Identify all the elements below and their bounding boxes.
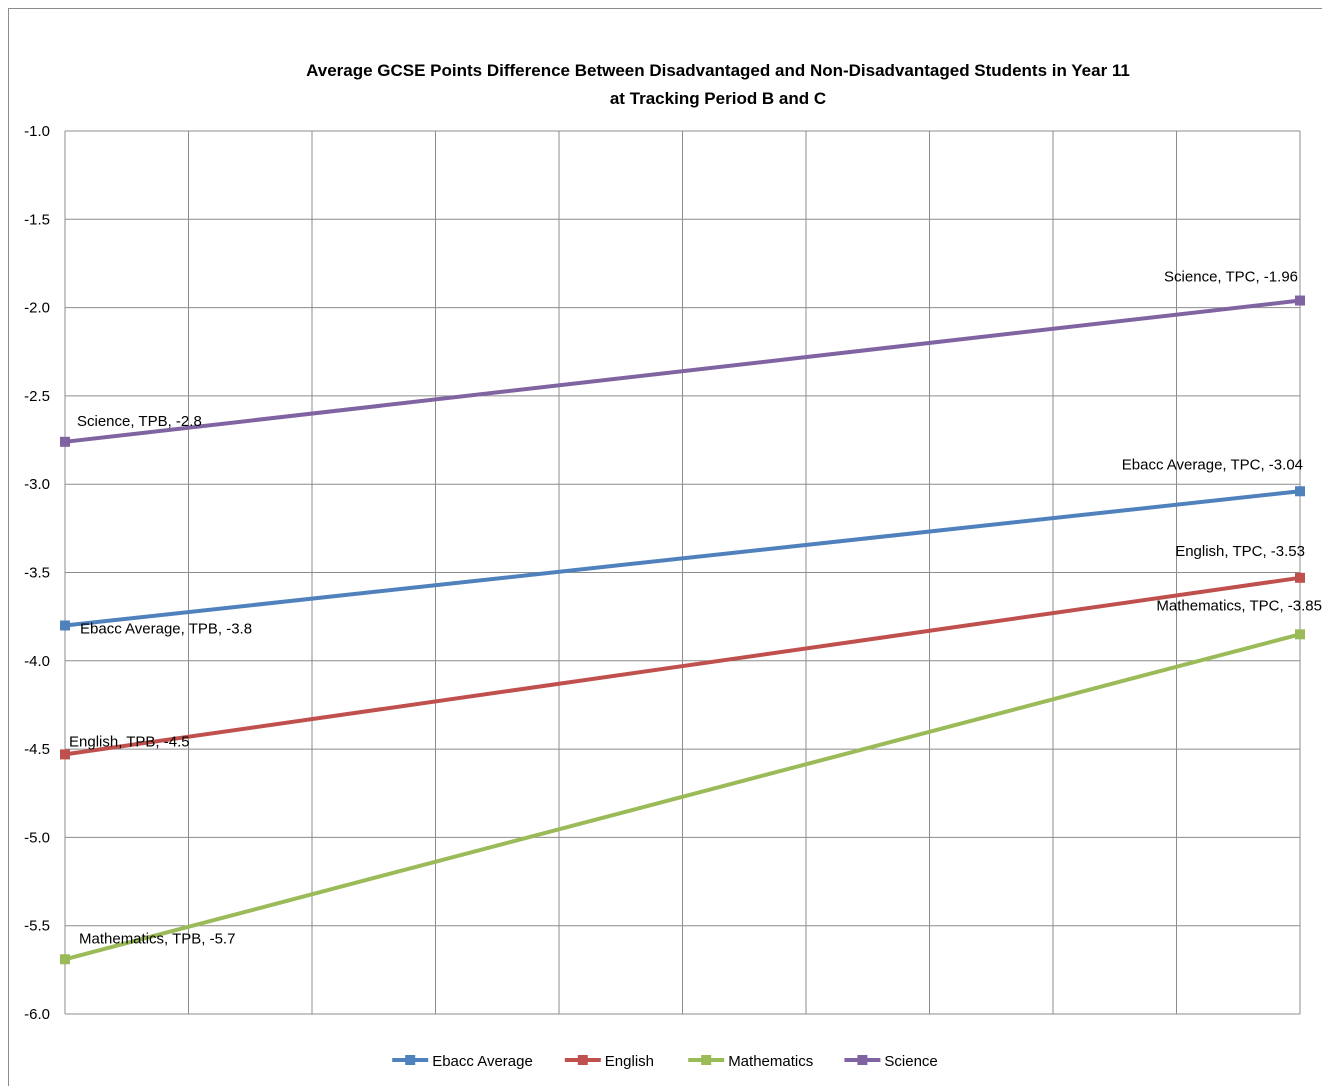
- data-label: Science, TPC, -1.96: [1164, 269, 1298, 286]
- legend-entry: English: [605, 1053, 654, 1070]
- data-label: Science, TPB, -2.8: [77, 413, 202, 430]
- y-tick-label: -6.0: [24, 1006, 50, 1023]
- y-tick-label: -5.5: [24, 918, 50, 935]
- data-label: English, TPC, -3.53: [1175, 543, 1305, 560]
- y-tick-label: -2.5: [24, 388, 50, 405]
- gridlines: [65, 131, 1300, 1014]
- legend-swatch-marker: [578, 1055, 588, 1065]
- legend-swatch-marker: [701, 1055, 711, 1065]
- legend-swatch-marker: [405, 1055, 415, 1065]
- data-label: Mathematics, TPB, -5.7: [79, 930, 235, 947]
- legend: Ebacc Average English Mathematics Science: [392, 1053, 938, 1070]
- data-point: [1295, 486, 1305, 496]
- data-point: [60, 620, 70, 630]
- chart-title: Average GCSE Points Difference Between D…: [306, 61, 1130, 108]
- data-point: [1295, 573, 1305, 583]
- legend-entry: Ebacc Average: [432, 1053, 533, 1070]
- legend-entry: Science: [884, 1053, 937, 1070]
- legend-entry: Mathematics: [728, 1053, 813, 1070]
- y-tick-label: -1.5: [24, 211, 50, 228]
- data-label: Ebacc Average, TPC, -3.04: [1122, 456, 1303, 473]
- legend-swatch-marker: [857, 1055, 867, 1065]
- y-tick-label: -3.0: [24, 476, 50, 493]
- data-label: Ebacc Average, TPB, -3.8: [80, 620, 252, 637]
- y-tick-label: -4.5: [24, 741, 50, 758]
- y-tick-label: -3.5: [24, 565, 50, 582]
- y-tick-label: -1.0: [24, 123, 50, 140]
- data-point: [60, 954, 70, 964]
- data-point: [60, 749, 70, 759]
- y-tick-label: -4.0: [24, 653, 50, 670]
- data-point: [1295, 629, 1305, 639]
- data-point: [1295, 296, 1305, 306]
- y-tick-label: -2.0: [24, 300, 50, 317]
- chart-title-line-1: Average GCSE Points Difference Between D…: [306, 61, 1130, 80]
- data-label: English, TPB, -4.5: [69, 733, 190, 750]
- chart-title-line-2: at Tracking Period B and C: [610, 89, 826, 108]
- y-axis-ticks: -1.0 -1.5 -2.0 -2.5 -3.0 -3.5 -4.0 -4.5 -5.0 -5.5…: [24, 123, 50, 1023]
- data-point: [60, 437, 70, 447]
- y-tick-label: -5.0: [24, 829, 50, 846]
- data-label: Mathematics, TPC, -3.85: [1156, 597, 1322, 614]
